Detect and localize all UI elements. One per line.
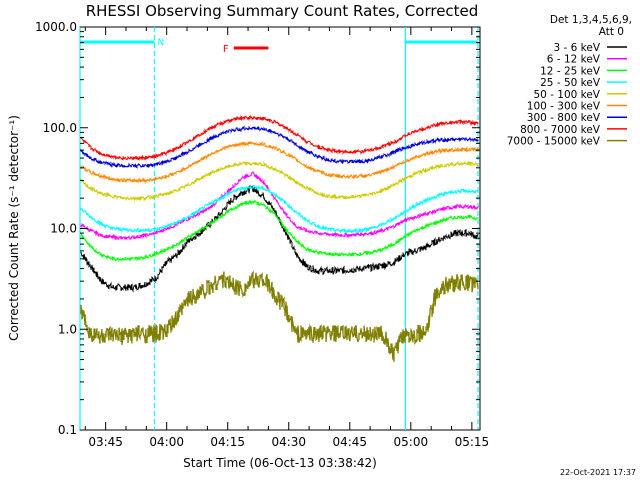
legend-label: 6 - 12 keV	[547, 54, 601, 66]
series-line	[80, 270, 479, 362]
generated-timestamp: 22-Oct-2021 17:37	[560, 468, 636, 477]
legend-label: 25 - 50 keV	[540, 77, 601, 89]
attenuator-bar-label: N	[157, 38, 164, 48]
legend-label: 100 - 300 keV	[527, 101, 601, 113]
legend-header-line-1: Det 1,3,4,5,6,9,	[550, 14, 632, 26]
legend-header-line-2: Att 0	[599, 26, 624, 38]
series-line	[80, 114, 479, 161]
x-axis: 03:45 04:00 04:15 04:30 04:45 05:00 05:15	[84, 27, 490, 449]
flare-bar-label: F	[223, 44, 229, 55]
y-axis: 0.1 1.0 10.0 100.0 1000.0	[35, 20, 480, 437]
x-tick-label: 04:45	[332, 435, 367, 449]
legend-label: 800 - 7000 keV	[520, 124, 601, 136]
x-tick-label: 05:15	[455, 435, 490, 449]
series-line	[80, 160, 479, 202]
x-tick-label: 05:00	[394, 435, 429, 449]
legend-label: 3 - 6 keV	[553, 42, 600, 54]
series-line	[80, 184, 479, 293]
series-line	[80, 199, 479, 263]
interval-bars: NF	[80, 38, 478, 55]
legend-label: 300 - 800 keV	[527, 112, 601, 124]
x-tick-label: 04:30	[271, 435, 306, 449]
y-axis-title: Corrected Count Rate (s⁻¹ detector⁻¹)	[7, 115, 21, 341]
y-tick-label: 0.1	[58, 423, 77, 437]
y-tick-label: 100.0	[43, 121, 77, 135]
x-tick-label: 04:15	[210, 435, 245, 449]
legend-label: 50 - 100 keV	[533, 89, 600, 101]
series-line	[80, 140, 479, 185]
x-tick-label: 03:45	[88, 435, 123, 449]
y-tick-label: 1.0	[58, 322, 77, 336]
legend-label: 7000 - 15000 keV	[507, 136, 601, 148]
series-line	[80, 171, 479, 241]
x-axis-title: Start Time (06-Oct-13 03:38:42)	[183, 456, 377, 470]
y-tick-label: 10.0	[50, 222, 77, 236]
legend-label: 12 - 25 keV	[540, 65, 601, 77]
chart-title: RHESSI Observing Summary Count Rates, Co…	[86, 2, 479, 20]
y-tick-label: 1000.0	[35, 20, 77, 34]
x-tick-label: 04:00	[149, 435, 184, 449]
series-layer	[80, 114, 479, 362]
series-line	[80, 125, 479, 170]
series-line	[80, 184, 479, 234]
